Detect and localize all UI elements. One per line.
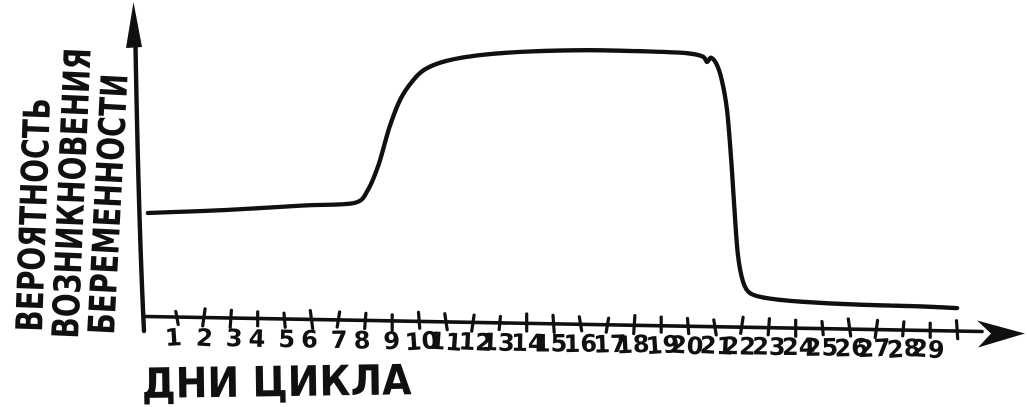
x-axis: 1 2 3 4 5 6 7 8 9 1011121314151617181920212223242…: [144, 307, 1025, 364]
x-tick-label-day-16: 16: [563, 330, 597, 359]
x-axis-arrowhead: [977, 320, 1025, 348]
y-axis-label: ВЕРОЯТНОСТЬ ВОЗНИКНОВЕНИЯ БЕРЕМЕННОСТИ: [8, 47, 136, 339]
x-tick-day-12: [470, 313, 476, 333]
x-tick-day-25: [820, 320, 825, 337]
x-tick-day-17: [604, 316, 611, 334]
x-tick-label-day-7: 7: [331, 326, 348, 354]
x-tick-day-11: [443, 312, 449, 332]
x-tick-label-day-14: 14: [511, 329, 545, 358]
x-tick-label-day-15: 15: [534, 329, 567, 357]
x-axis-ticks: [174, 307, 960, 341]
x-tick-day-27: [873, 318, 880, 339]
x-tick-day-5: [282, 311, 287, 329]
x-tick-day-15: [551, 313, 556, 334]
y-axis-line: [133, 43, 147, 334]
x-tick-day-6: [308, 309, 315, 331]
x-tick-day-13: [497, 314, 502, 332]
x-axis-label: ДНИ ЦИКЛА: [141, 357, 411, 407]
x-tick-label-day-28: 28: [886, 334, 921, 364]
x-tick-label-day-1: 1: [164, 323, 183, 352]
x-tick-label-day-21: 21: [699, 331, 734, 361]
x-tick-day-1: [174, 309, 180, 327]
x-tick-label-day-27: 27: [857, 334, 892, 364]
x-axis-line: [144, 314, 984, 334]
x-tick-label-day-13: 13: [481, 328, 515, 357]
x-tick-label-day-9: 9: [383, 326, 401, 355]
y-axis-label-line-1: ВЕРОЯТНОСТЬ: [8, 97, 59, 332]
x-tick-label-day-3: 3: [225, 324, 243, 353]
x-tick-day-7: [335, 310, 342, 329]
x-tick-label-day-29: 29: [910, 334, 945, 364]
x-tick-day-30: [954, 319, 960, 341]
x-tick-label-day-10: 10: [404, 326, 439, 356]
x-tick-label-day-20: 20: [669, 330, 704, 360]
x-tick-day-21: [712, 318, 718, 337]
x-tick-day-3: [228, 308, 233, 329]
y-axis: [126, 2, 147, 334]
x-tick-label-day-2: 2: [195, 323, 214, 352]
x-tick-day-18: [632, 314, 637, 336]
x-tick-label-day-19: 19: [645, 330, 680, 360]
x-tick-day-20: [685, 316, 691, 336]
x-tick-day-16: [577, 315, 584, 333]
x-tick-label-day-23: 23: [752, 332, 786, 361]
probability-curve: [145, 48, 960, 311]
x-tick-label-day-6: 6: [301, 326, 318, 354]
y-axis-arrowhead: [126, 2, 142, 48]
x-tick-label-day-17: 17: [593, 330, 627, 359]
x-tick-day-10: [416, 310, 422, 330]
x-tick-day-8: [363, 311, 368, 330]
x-tick-day-22: [739, 315, 745, 335]
x-tick-label-day-26: 26: [834, 333, 868, 362]
x-tick-day-23: [766, 317, 772, 337]
x-tick-label-day-24: 24: [782, 333, 815, 361]
x-tick-day-26: [846, 317, 853, 338]
x-tick-label-day-8: 8: [353, 326, 371, 355]
x-tick-label-day-5: 5: [278, 325, 295, 353]
x-tick-label-day-11: 11: [428, 327, 463, 357]
x-tick-day-28: [901, 320, 906, 338]
x-tick-day-2: [201, 307, 207, 328]
x-tick-label-day-4: 4: [248, 325, 266, 354]
x-tick-label-day-22: 22: [722, 332, 756, 361]
x-tick-label-day-25: 25: [805, 333, 839, 362]
x-tick-label-day-12: 12: [458, 327, 493, 357]
x-tick-label-day-18: 18: [615, 330, 650, 360]
x-axis-tick-labels: 1 2 3 4 5 6 7 8 9 1011121314151617181920212223242…: [164, 323, 945, 364]
